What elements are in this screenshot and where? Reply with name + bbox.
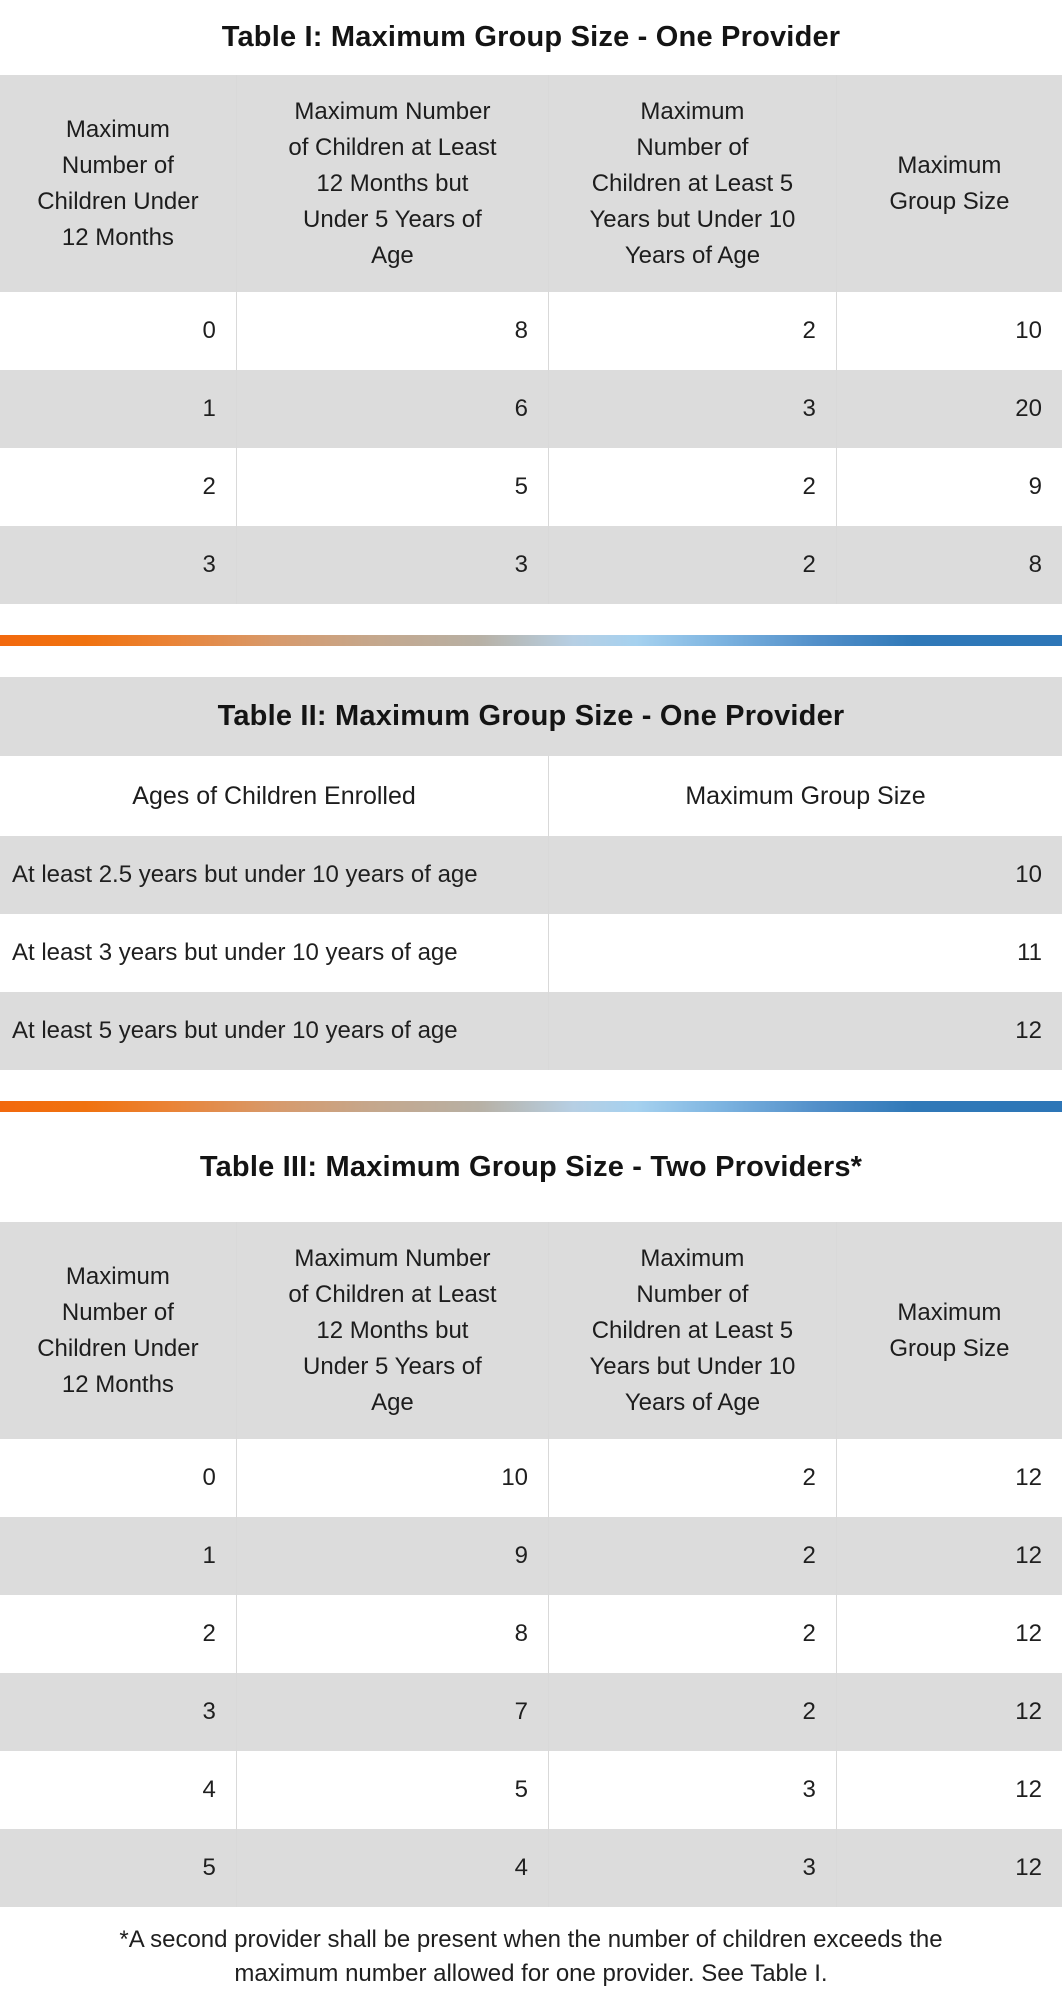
table3-cell: 0 [0, 1439, 237, 1517]
table1-cell: 1 [0, 370, 237, 448]
table1-header-col4: Maximum Group Size [889, 151, 1010, 215]
table3-cell: 2 [549, 1517, 837, 1595]
table2-title: Table II: Maximum Group Size - One Provi… [217, 700, 845, 732]
table3-cell: 5 [237, 1751, 550, 1829]
table1-title: Table I: Maximum Group Size - One Provid… [221, 21, 841, 53]
table1-cell: 2 [0, 448, 237, 526]
table3-row: 4 5 3 12 [0, 1751, 1062, 1829]
table3-header-col4: Maximum Group Size [889, 1298, 1010, 1362]
table3-row: 5 4 3 12 [0, 1829, 1062, 1907]
gradient-divider [0, 1101, 1062, 1112]
table1-cell: 8 [1028, 551, 1042, 578]
table1-cell: 10 [1015, 317, 1042, 344]
table3-cell: 7 [237, 1673, 550, 1751]
spacer [0, 646, 1062, 677]
table2-row: At least 2.5 years but under 10 years of… [0, 836, 1062, 914]
table1-row: 1 6 3 20 [0, 370, 1062, 448]
table2-cell: At least 3 years but under 10 years of a… [0, 914, 550, 992]
table3-cell: 12 [1015, 1854, 1042, 1881]
table1-header-row: Maximum Number of Children Under 12 Mont… [0, 75, 1062, 292]
table1-cell: 2 [549, 292, 837, 370]
table2-row: At least 5 years but under 10 years of a… [0, 992, 1062, 1070]
table1-header-col2: Maximum Number of Children at Least 12 M… [237, 75, 550, 292]
table3-cell: 10 [237, 1439, 550, 1517]
table2-cell: 10 [1015, 861, 1042, 888]
table3: Maximum Number of Children Under 12 Mont… [0, 1222, 1062, 1907]
table1-cell: 9 [1028, 473, 1042, 500]
table1-row: 0 8 2 10 [0, 292, 1062, 370]
table1-row: 2 5 2 9 [0, 448, 1062, 526]
table1-cell: 3 [0, 526, 237, 604]
table2-cell: At least 5 years but under 10 years of a… [0, 992, 550, 1070]
table1-cell: 0 [0, 292, 237, 370]
table3-cell: 4 [237, 1829, 550, 1907]
table3-cell: 5 [0, 1829, 237, 1907]
table2-header-row: Ages of Children Enrolled Maximum Group … [0, 756, 1062, 836]
table3-cell: 12 [1015, 1620, 1042, 1647]
table3-cell: 8 [237, 1595, 550, 1673]
table1-header-col1: Maximum Number of Children Under 12 Mont… [0, 75, 237, 292]
table3-cell: 12 [1015, 1542, 1042, 1569]
table1-cell: 8 [237, 292, 550, 370]
table2-header-col2: Maximum Group Size [685, 781, 926, 810]
table1-cell: 5 [237, 448, 550, 526]
table3-header-col3: Maximum Number of Children at Least 5 Ye… [549, 1222, 837, 1439]
table3-cell: 2 [0, 1595, 237, 1673]
table3-cell: 3 [549, 1751, 837, 1829]
table3-row: 3 7 2 12 [0, 1673, 1062, 1751]
table2-cell: At least 2.5 years but under 10 years of… [0, 836, 550, 914]
table1-cell: 6 [237, 370, 550, 448]
table3-cell: 4 [0, 1751, 237, 1829]
table2-header-col1: Ages of Children Enrolled [0, 756, 550, 836]
table3-cell: 2 [549, 1673, 837, 1751]
footnote: *A second provider shall be present when… [119, 1926, 943, 1987]
table1-cell: 3 [237, 526, 550, 604]
table3-row: 1 9 2 12 [0, 1517, 1062, 1595]
table3-cell: 9 [237, 1517, 550, 1595]
table3-title: Table III: Maximum Group Size - Two Prov… [199, 1150, 863, 1183]
table2: Ages of Children Enrolled Maximum Group … [0, 756, 1062, 1070]
table3-cell: 12 [1015, 1464, 1042, 1491]
table3-cell: 12 [1015, 1776, 1042, 1803]
table1-title-wrap: Table I: Maximum Group Size - One Provid… [0, 0, 1062, 75]
table3-cell: 2 [549, 1595, 837, 1673]
table3-cell: 1 [0, 1517, 237, 1595]
table2-cell: 11 [1017, 939, 1042, 966]
table2-cell: 12 [1015, 1017, 1042, 1044]
spacer [0, 1070, 1062, 1101]
table3-header-col2: Maximum Number of Children at Least 12 M… [237, 1222, 550, 1439]
table3-cell: 3 [0, 1673, 237, 1751]
table3-header-row: Maximum Number of Children Under 12 Mont… [0, 1222, 1062, 1439]
table3-title-wrap: Table III: Maximum Group Size - Two Prov… [0, 1112, 1062, 1222]
table1-cell: 20 [1015, 395, 1042, 422]
table2-title-band: Table II: Maximum Group Size - One Provi… [0, 677, 1062, 756]
table3-row: 2 8 2 12 [0, 1595, 1062, 1673]
table1-cell: 3 [549, 370, 837, 448]
spacer [0, 604, 1062, 635]
gradient-divider [0, 635, 1062, 646]
table1: Maximum Number of Children Under 12 Mont… [0, 75, 1062, 604]
table1-row: 3 3 2 8 [0, 526, 1062, 604]
table1-cell: 2 [549, 526, 837, 604]
table3-cell: 2 [549, 1439, 837, 1517]
table1-header-col3: Maximum Number of Children at Least 5 Ye… [549, 75, 837, 292]
table3-cell: 12 [1015, 1698, 1042, 1725]
table3-row: 0 10 2 12 [0, 1439, 1062, 1517]
table1-cell: 2 [549, 448, 837, 526]
table3-cell: 3 [549, 1829, 837, 1907]
table3-header-col1: Maximum Number of Children Under 12 Mont… [0, 1222, 237, 1439]
table2-row: At least 3 years but under 10 years of a… [0, 914, 1062, 992]
